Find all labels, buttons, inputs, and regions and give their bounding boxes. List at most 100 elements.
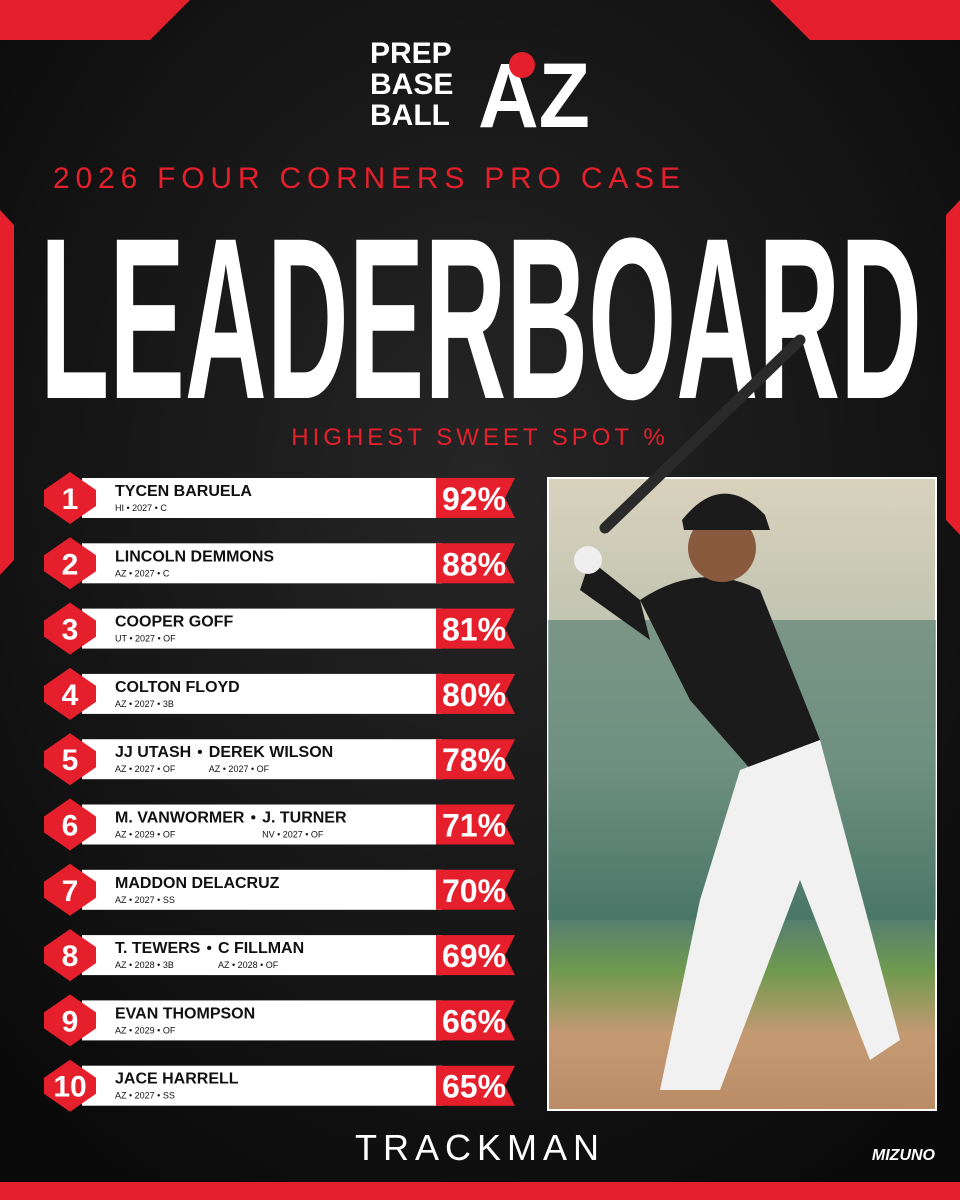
value: 70% — [442, 873, 506, 909]
value: 88% — [442, 546, 506, 582]
rank: 2 — [62, 548, 79, 581]
rank-badge — [44, 537, 96, 590]
player-meta: AZ • 2029 • OF — [115, 830, 176, 840]
player-meta: AZ • 2027 • SS — [115, 1091, 175, 1101]
leaderboard-row: 2 88% LINCOLN DEMMONS AZ • 2027 • C — [44, 537, 515, 590]
logo-line: BASE — [370, 68, 453, 101]
value: 78% — [442, 742, 506, 778]
rank-badge — [44, 1059, 96, 1112]
rank: 8 — [62, 940, 79, 973]
player-name: J. TURNER — [262, 810, 347, 827]
accent — [770, 0, 960, 40]
rank: 9 — [62, 1005, 79, 1038]
leaderboard-row: 4 80% COLTON FLOYD AZ • 2027 • 3B — [44, 667, 515, 720]
value: 66% — [442, 1003, 506, 1039]
leaderboard-row: 1 92% TYCEN BARUELA HI • 2027 • C — [44, 472, 515, 524]
value-box — [436, 935, 515, 976]
value: 81% — [442, 612, 506, 648]
row-bar — [82, 478, 442, 518]
row-bar — [82, 869, 442, 910]
logo-line: PREP — [370, 37, 452, 70]
rank: 10 — [53, 1071, 86, 1104]
leaderboard: 1 92% TYCEN BARUELA HI • 2027 • C 2 88% LINCOL… — [44, 472, 515, 1112]
value-box — [436, 739, 515, 780]
accent — [946, 200, 960, 535]
leaderboard-row: 7 70% MADDON DELACRUZ AZ • 2027 • SS — [44, 863, 515, 916]
value-box — [436, 673, 515, 714]
subtitle: 2026 FOUR CORNERS PRO CASE — [53, 162, 683, 195]
accent — [0, 0, 190, 40]
rank: 7 — [62, 875, 79, 908]
brand: MIZUNO — [872, 1147, 936, 1164]
rank-badge — [44, 929, 96, 982]
player-name: MADDON DELACRUZ — [115, 875, 280, 892]
player-name: COOPER GOFF — [115, 614, 233, 631]
leaderboard-row: 10 65% JACE HARRELL AZ • 2027 • SS — [44, 1059, 515, 1112]
player-name: C FILLMAN — [218, 940, 304, 957]
value-box — [436, 804, 515, 845]
accent — [0, 1182, 960, 1200]
rank-badge — [44, 602, 96, 655]
value-box — [436, 869, 515, 910]
value: 92% — [442, 481, 506, 517]
rank: 1 — [62, 483, 79, 516]
value-box — [436, 608, 515, 649]
value: 65% — [442, 1069, 506, 1105]
player-name: JJ UTASH — [115, 744, 191, 761]
player-meta: NV • 2027 • OF — [262, 830, 324, 840]
leaderboard-row: 9 66% EVAN THOMPSON AZ • 2029 • OF — [44, 994, 515, 1047]
player-meta: AZ • 2027 • OF — [209, 764, 270, 774]
rank-badge — [44, 472, 96, 524]
player-name: DEREK WILSON — [209, 744, 333, 761]
player-name: TYCEN BARUELA — [115, 483, 252, 500]
value: 71% — [442, 808, 506, 844]
rank: 5 — [62, 744, 79, 777]
player-meta: AZ • 2027 • C — [115, 568, 170, 578]
leaderboard-row: 5 78% JJ UTASH AZ • 2027 • OF • DEREK WILSON A… — [44, 733, 515, 786]
photo — [547, 334, 937, 1111]
row-bar — [82, 1065, 442, 1106]
value-box — [436, 478, 515, 518]
separator: • — [250, 810, 256, 827]
rank: 4 — [62, 679, 79, 712]
value: 80% — [442, 677, 506, 713]
rank-badge — [44, 994, 96, 1047]
player-meta: AZ • 2027 • 3B — [115, 699, 174, 709]
player-name: JACE HARRELL — [115, 1071, 239, 1088]
row-bar — [82, 935, 442, 976]
leaderboard-row: 3 81% COOPER GOFF UT • 2027 • OF — [44, 602, 515, 655]
rank-badge — [44, 863, 96, 916]
value-box — [436, 543, 515, 584]
row-bar — [82, 804, 442, 845]
row-bar — [82, 673, 442, 714]
player-name: T. TEWERS — [115, 940, 201, 957]
player-meta: AZ • 2028 • 3B — [115, 960, 174, 970]
leaderboard-row: 6 71% M. VANWORMER AZ • 2029 • OF • J. TURNER… — [44, 798, 515, 851]
player-meta: UT • 2027 • OF — [115, 634, 176, 644]
value-box — [436, 1000, 515, 1041]
rank-badge — [44, 798, 96, 851]
logo-ball — [509, 52, 535, 78]
rank: 6 — [62, 810, 79, 843]
row-bar — [82, 543, 442, 584]
metric: HIGHEST SWEET SPOT % — [291, 424, 668, 451]
logo: PREP BASE BALL AZ — [370, 37, 590, 147]
row-bar — [82, 739, 442, 780]
value: 69% — [442, 938, 506, 974]
player-name: M. VANWORMER — [115, 810, 245, 827]
player-meta: AZ • 2028 • OF — [218, 960, 279, 970]
leaderboard-row: 8 69% T. TEWERS AZ • 2028 • 3B • C FILLMAN AZ … — [44, 929, 515, 982]
accent — [0, 210, 14, 575]
logo-line: BALL — [370, 99, 450, 132]
rank: 3 — [62, 614, 79, 647]
rank-badge — [44, 667, 96, 720]
separator: • — [206, 940, 212, 957]
player-name: LINCOLN DEMMONS — [115, 548, 274, 565]
row-bar — [82, 1000, 442, 1041]
player-name: COLTON FLOYD — [115, 679, 240, 696]
value-box — [436, 1065, 515, 1106]
separator: • — [197, 744, 203, 761]
player-meta: AZ • 2029 • OF — [115, 1025, 176, 1035]
player-meta: AZ • 2027 • SS — [115, 895, 175, 905]
